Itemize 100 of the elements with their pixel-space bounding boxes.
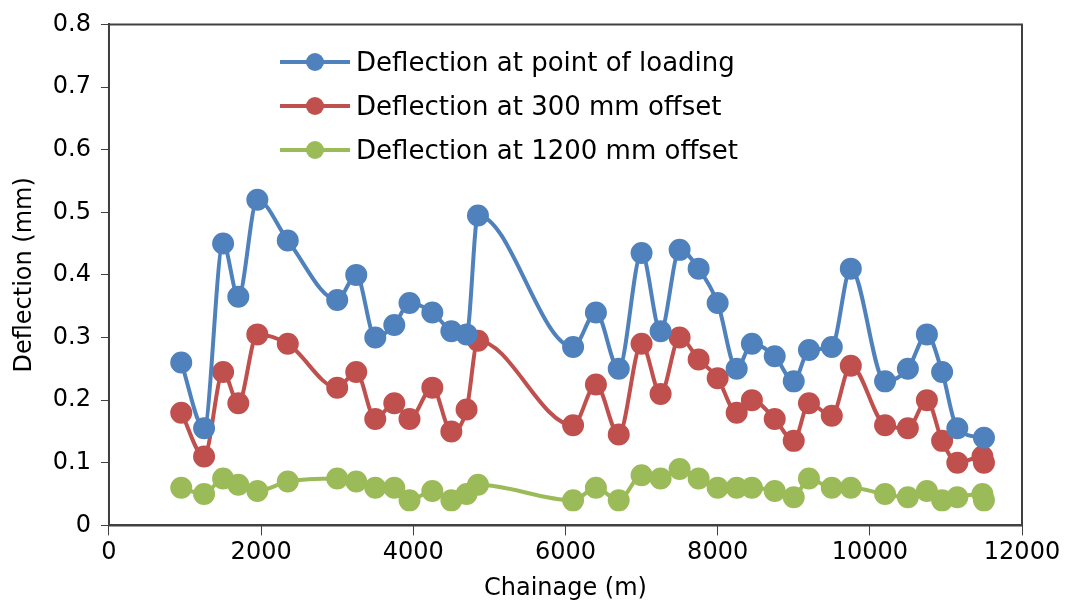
point xyxy=(170,351,193,374)
x-tick-label: 6000 xyxy=(534,537,597,566)
point xyxy=(706,292,729,315)
legend-label: Deflection at 1200 mm offset xyxy=(356,135,739,165)
point xyxy=(276,332,299,355)
point xyxy=(725,401,748,424)
point xyxy=(607,489,630,512)
point xyxy=(797,467,820,490)
point xyxy=(227,285,250,308)
point xyxy=(649,382,672,405)
y-tick-label: 0.7 xyxy=(52,71,91,100)
point xyxy=(687,257,710,280)
y-tick-label: 0.3 xyxy=(52,321,91,350)
point xyxy=(364,326,387,349)
x-axis-title: Chainage (m) xyxy=(483,572,647,601)
y-tick-label: 0.8 xyxy=(52,8,91,37)
point xyxy=(931,429,954,452)
point xyxy=(345,360,368,383)
point xyxy=(630,464,653,487)
point xyxy=(421,479,444,502)
point xyxy=(915,389,938,412)
point xyxy=(972,426,995,449)
point xyxy=(946,417,969,440)
point xyxy=(931,360,954,383)
point xyxy=(763,345,786,368)
point xyxy=(782,429,805,452)
point xyxy=(839,476,862,499)
point xyxy=(455,323,478,346)
point xyxy=(820,476,843,499)
y-tick-label: 0.1 xyxy=(52,447,91,476)
point xyxy=(706,367,729,390)
x-tick-label: 4000 xyxy=(382,537,444,566)
point xyxy=(584,373,607,396)
point xyxy=(763,407,786,430)
point xyxy=(584,476,607,499)
point xyxy=(562,414,585,437)
y-tick-label: 0 xyxy=(75,509,91,538)
x-tick-label: 2000 xyxy=(230,537,292,566)
point xyxy=(383,392,406,415)
point xyxy=(896,417,919,440)
point xyxy=(584,301,607,324)
point xyxy=(874,483,897,506)
x-tick-label: 8000 xyxy=(687,537,749,566)
x-tick-label: 10000 xyxy=(831,537,909,566)
point xyxy=(896,357,919,380)
y-tick-label: 0.4 xyxy=(52,259,91,288)
point xyxy=(839,257,862,280)
legend-label: Deflection at point of loading xyxy=(356,47,735,77)
point xyxy=(797,392,820,415)
point xyxy=(706,476,729,499)
point xyxy=(820,335,843,358)
point xyxy=(874,414,897,437)
point xyxy=(193,483,216,506)
point xyxy=(607,357,630,380)
point xyxy=(839,354,862,377)
point xyxy=(874,370,897,393)
point xyxy=(440,420,463,443)
point xyxy=(740,389,763,412)
point xyxy=(246,188,269,211)
point xyxy=(687,467,710,490)
point xyxy=(170,401,193,424)
point xyxy=(383,314,406,336)
point xyxy=(326,467,349,490)
point xyxy=(383,476,406,499)
point xyxy=(421,376,444,399)
point xyxy=(364,476,387,499)
x-tick-label: 12000 xyxy=(983,537,1061,566)
point xyxy=(276,470,299,493)
point xyxy=(364,407,387,430)
point xyxy=(630,332,653,355)
point xyxy=(193,417,216,440)
point xyxy=(946,451,969,474)
y-axis-title: Deflection (mm) xyxy=(8,177,37,373)
point xyxy=(227,392,250,415)
point xyxy=(725,357,748,380)
point xyxy=(212,360,235,383)
x-tick-label: 0 xyxy=(101,537,117,566)
point xyxy=(170,476,193,499)
y-tick-label: 0.6 xyxy=(52,133,91,162)
point xyxy=(607,423,630,446)
point xyxy=(562,335,585,358)
point xyxy=(398,407,421,430)
point xyxy=(345,470,368,493)
point xyxy=(668,458,691,481)
point xyxy=(649,467,672,490)
point xyxy=(466,204,489,227)
point xyxy=(246,323,269,346)
point xyxy=(276,229,299,252)
legend-label: Deflection at 300 mm offset xyxy=(356,91,722,121)
point xyxy=(649,320,672,343)
point xyxy=(915,479,938,502)
point xyxy=(896,486,919,509)
point xyxy=(668,238,691,261)
point xyxy=(326,288,349,311)
point xyxy=(740,332,763,355)
point xyxy=(193,445,216,468)
point xyxy=(915,323,938,346)
point xyxy=(398,292,421,315)
point xyxy=(782,370,805,393)
point xyxy=(227,473,250,496)
